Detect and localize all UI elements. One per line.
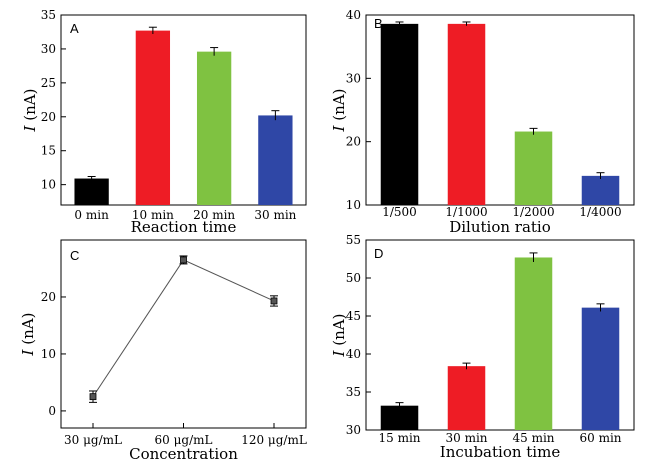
category-label: 30 min [254, 208, 296, 222]
y-tick-label: 20 [41, 110, 56, 124]
category-label: 10 min [132, 208, 174, 222]
y-axis-label: I (nA) [21, 89, 39, 133]
y-axis-label-unit: (nA) [330, 89, 348, 126]
x-axis-label: Incubation time [440, 443, 561, 461]
x-axis-label: Concentration [129, 445, 238, 463]
panel-a: 10 15 20 25 30 35 0 min 10 min 20 min 30 min A Reac… [21, 8, 307, 236]
plot-frame [60, 239, 307, 429]
y-tick-label: 20 [41, 290, 56, 304]
y-axis-label-unit: (nA) [330, 314, 348, 351]
y-tick-label: 35 [41, 8, 56, 22]
data-point [89, 393, 97, 401]
y-tick-label: 30 [346, 423, 361, 437]
y-tick-label: 10 [346, 198, 361, 212]
category-label: 0 min [74, 208, 109, 222]
panel-label: B [374, 16, 383, 31]
plot-frame [365, 239, 635, 431]
bar [380, 405, 419, 430]
category-label: 60 min [579, 431, 621, 445]
bar [380, 23, 419, 205]
data-point [180, 256, 187, 264]
category-label: 1/2000 [512, 205, 554, 219]
x-axis-label: Reaction time [131, 218, 237, 236]
data-point [270, 297, 278, 305]
y-tick-label: 40 [346, 8, 361, 22]
bar [74, 178, 109, 205]
y-tick-label: 45 [346, 309, 361, 323]
y-axis-label-unit: (nA) [21, 89, 39, 126]
plot-frame [60, 14, 307, 206]
y-axis-label-symbol: I [19, 348, 37, 356]
category-label: 30 min [445, 431, 487, 445]
panel-label: D [374, 246, 383, 261]
category-label: 15 min [378, 431, 420, 445]
category-label: 1/1000 [445, 205, 487, 219]
y-tick-label: 30 [41, 42, 56, 56]
panel-b: 10 20 30 40 1/500 1/1000 1/2000 1/4000 B Dilution… [330, 8, 635, 236]
y-axis-label: I (nA) [330, 89, 348, 133]
category-label: 1/500 [382, 205, 417, 219]
bar [514, 257, 553, 430]
y-axis-label-symbol: I [330, 124, 348, 132]
y-axis-label: I (nA) [330, 314, 348, 358]
panel-label: A [70, 21, 79, 36]
bar [447, 23, 486, 205]
bar [581, 175, 620, 205]
panel-label: C [70, 248, 79, 263]
y-axis-label-symbol: I [330, 349, 348, 357]
category-label: 45 min [512, 431, 554, 445]
y-tick-label: 30 [346, 71, 361, 85]
y-axis-label-unit: (nA) [19, 313, 37, 350]
category-label: 60 μg/mL [155, 433, 213, 447]
y-tick-label: 55 [346, 233, 361, 247]
y-tick-label: 50 [346, 271, 361, 285]
panel-c: 0 10 20 30 μg/mL 60 μg/mL 120 μg/mL C Concentra… [19, 239, 307, 463]
y-tick-label: 40 [346, 347, 361, 361]
category-label: 30 μg/mL [64, 433, 122, 447]
bar [135, 30, 171, 205]
plot-frame [365, 14, 635, 206]
x-axis-label: Dilution ratio [449, 218, 551, 236]
category-label: 20 min [193, 208, 235, 222]
bar [447, 366, 486, 430]
y-tick-label: 10 [41, 178, 56, 192]
bar [514, 131, 553, 205]
series-line [92, 259, 275, 397]
bar [581, 307, 620, 430]
y-axis-label-symbol: I [21, 124, 39, 132]
panel-d: 30 35 40 45 50 55 15 min 30 min 45 min 60 min D Inc… [330, 233, 635, 461]
y-tick-label: 0 [48, 404, 56, 418]
y-tick-label: 35 [346, 385, 361, 399]
y-tick-label: 25 [41, 76, 56, 90]
y-tick-label: 15 [41, 144, 56, 158]
y-axis-label: I (nA) [19, 313, 37, 357]
y-tick-label: 10 [41, 347, 56, 361]
category-label: 1/4000 [579, 205, 621, 219]
category-label: 120 μg/mL [241, 433, 307, 447]
bar [196, 51, 232, 206]
y-tick-label: 20 [346, 135, 361, 149]
bar [258, 115, 293, 205]
